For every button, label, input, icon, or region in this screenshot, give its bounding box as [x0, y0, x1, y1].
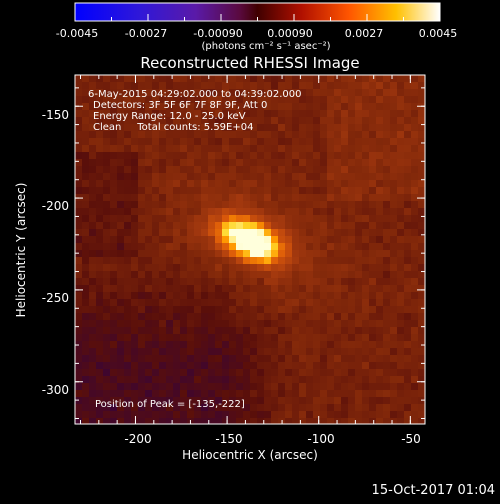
plot-title: Reconstructed RHESSI Image: [140, 54, 359, 72]
x-tick-label: -150: [215, 432, 242, 446]
image-pixels: [75, 75, 425, 424]
plot-frame: [74, 74, 426, 425]
y-tick-label: -200: [42, 199, 69, 213]
info-detectors: Detectors: 3F 5F 6F 7F 8F 9F, Att 0: [93, 100, 267, 111]
info-time-range: 6-May-2015 04:29:02.000 to 04:39:02.000: [88, 89, 301, 100]
colorbar-tick-label: 0.0045: [419, 27, 458, 40]
colorbar-tick-label: -0.0027: [125, 27, 167, 40]
colorbar-tick-label: 0.00090: [267, 27, 313, 40]
y-tick-label: -150: [42, 108, 69, 122]
colorbar-tick-label: -0.0045: [56, 27, 98, 40]
info-counts: Clean Total counts: 5.59E+04: [93, 122, 253, 133]
x-axis-label: Heliocentric X (arcsec): [182, 448, 318, 462]
timestamp: 15-Oct-2017 01:04: [372, 483, 495, 498]
x-tick-label: -200: [124, 432, 151, 446]
colorbar-tick-label: -0.00090: [193, 27, 242, 40]
peak-position: Position of Peak = [-135,-222]: [95, 399, 245, 410]
colorbar-unit-label: (photons cm⁻² s⁻¹ asec⁻²): [201, 41, 330, 52]
x-tick-label: -100: [307, 432, 334, 446]
axis-ticks: [75, 75, 425, 424]
info-energy-range: Energy Range: 12.0 - 25.0 keV: [93, 111, 246, 122]
y-tick-label: -250: [42, 291, 69, 305]
y-tick-label: -300: [42, 383, 69, 397]
colorbar-tick-label: 0.0027: [345, 27, 384, 40]
x-tick-label: -50: [401, 432, 421, 446]
image-area: [75, 75, 425, 424]
y-axis-label: Heliocentric Y (arcsec): [14, 183, 28, 318]
colorbar-ticks: [74, 14, 441, 21]
